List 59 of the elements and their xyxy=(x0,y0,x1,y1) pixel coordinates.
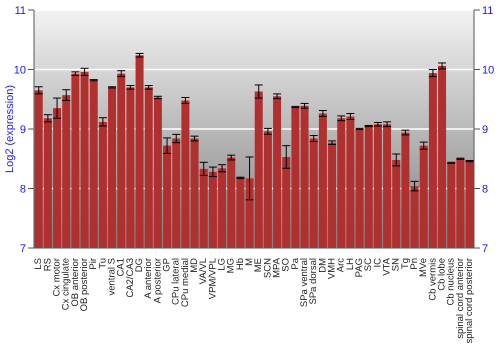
x-tick-label: CA1 xyxy=(116,258,127,276)
x-tick-label: Cx motor xyxy=(51,258,62,297)
x-tick-label: CA2/CA3 xyxy=(124,258,136,298)
x-tick-label: Cb vermis xyxy=(427,258,438,301)
x-tick-label: A posterior xyxy=(152,258,164,304)
x-tick-label: SC xyxy=(363,258,374,272)
y2-tick-label: 9 xyxy=(482,124,488,136)
x-tick-label: SPa dorsal xyxy=(308,258,320,304)
y2-tick-label: 7 xyxy=(482,242,488,255)
x-tick-label: Pn xyxy=(408,258,420,270)
x-tick-label: Cx cingulate xyxy=(60,258,72,310)
x-tick-label: Tg xyxy=(400,258,411,270)
x-tick-label: ME xyxy=(253,258,264,272)
y2-tick-label: 8 xyxy=(482,183,488,196)
x-tick-label: Cb nucleus xyxy=(446,258,457,306)
x-tick-label: spinal cord posterior xyxy=(464,258,475,344)
x-tick-label: MPA xyxy=(271,257,282,278)
x-tick-label: PAG xyxy=(354,258,365,278)
y-tick-label: 8 xyxy=(20,183,26,196)
x-tick-label: M xyxy=(244,258,255,266)
y2-tick-label: 10 xyxy=(482,64,494,76)
y-tick-label: 7 xyxy=(20,242,26,255)
x-tick-label: OB posterior xyxy=(78,258,90,312)
y-axis-title: Log2 (expression) xyxy=(4,84,16,174)
x-tick-label: IC xyxy=(372,258,384,268)
x-tick-label: SO xyxy=(280,258,292,272)
x-tick-label: CPu medial xyxy=(180,258,191,308)
x-tick-label: SCN xyxy=(262,258,274,278)
y-tick-label: 11 xyxy=(14,4,26,17)
x-tick-label: SN xyxy=(390,258,402,272)
x-tick-label: GP xyxy=(161,258,172,272)
x-tick-label: VMH xyxy=(326,258,338,280)
x-tick-label: ventral S xyxy=(106,258,118,296)
x-tick-label: MD xyxy=(188,258,200,273)
x-tick-label: VA/VL xyxy=(198,258,210,284)
x-tick-label: SPa ventral xyxy=(298,258,310,308)
x-tick-label: CPu lateral xyxy=(170,258,182,305)
x-tick-label: spinal cord anterior xyxy=(454,258,466,339)
y-tick-label: 9 xyxy=(20,124,26,136)
x-tick-label: DM xyxy=(317,258,328,273)
x-tick-label: LH xyxy=(344,258,356,270)
x-tick-label: MG xyxy=(226,258,237,274)
x-tick-label: VPM/VPL xyxy=(207,258,218,300)
x-tick-label: Pir xyxy=(88,258,100,270)
y-tick-label: 10 xyxy=(14,64,26,76)
x-tick-label: VTA xyxy=(381,257,392,276)
x-tick-label: Arc xyxy=(336,258,347,272)
x-tick-label: Pa xyxy=(290,257,301,270)
y2-tick-label: 11 xyxy=(482,4,494,17)
x-tick-label: OB anterior xyxy=(70,258,81,307)
x-tick-label: LS xyxy=(33,258,44,270)
x-tick-label: Cb lobe xyxy=(436,258,448,291)
x-tick-label: MVe xyxy=(418,258,430,278)
x-tick-label: LG xyxy=(216,258,228,271)
x-tick-label: A anterior xyxy=(143,258,154,299)
x-tick-label: Hb xyxy=(234,258,246,270)
x-tick-label: DG xyxy=(134,258,145,272)
x-tick-label: RS xyxy=(42,258,54,272)
x-tick-label: Tu xyxy=(97,258,108,269)
